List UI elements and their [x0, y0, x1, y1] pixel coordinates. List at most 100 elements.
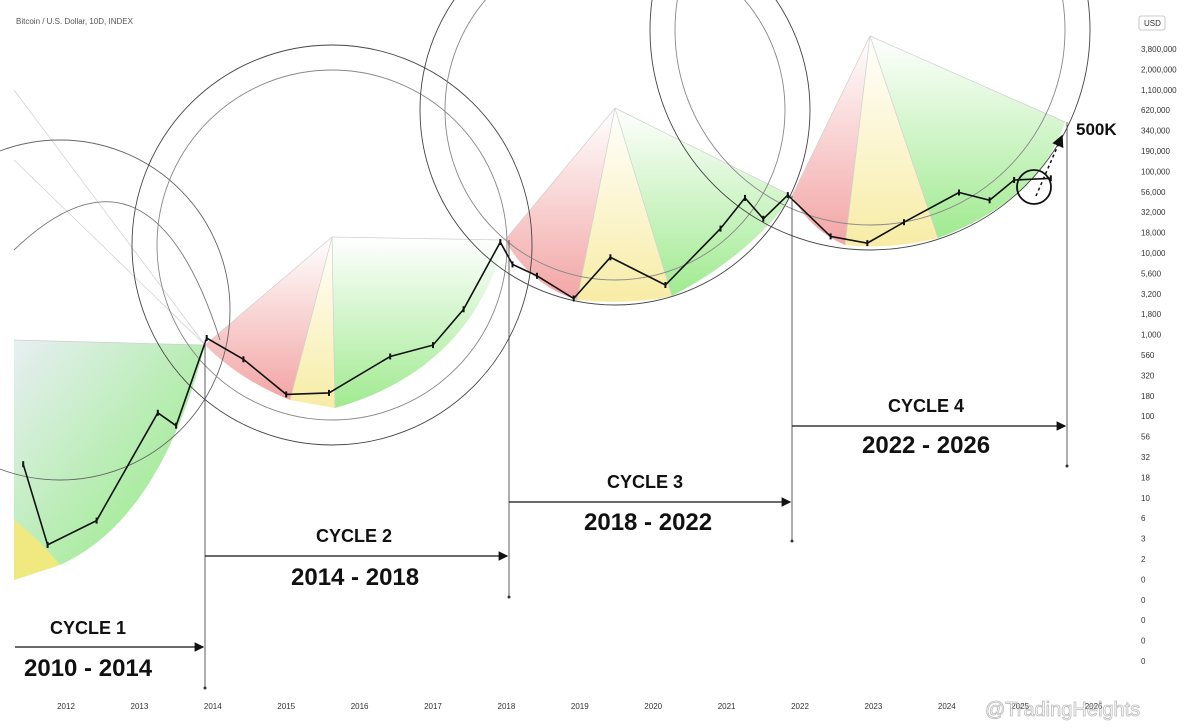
- price-point: [786, 192, 789, 199]
- cycle1-fan-green: [14, 340, 205, 580]
- y-tick-label: 620,000: [1141, 106, 1170, 115]
- price-point: [242, 356, 245, 363]
- y-tick-label: 18: [1141, 473, 1150, 482]
- price-point: [22, 461, 25, 468]
- price-point: [744, 194, 746, 201]
- price-point: [536, 272, 538, 279]
- y-tick-label: 3,200: [1141, 290, 1162, 299]
- cycle-arcs: [0, 0, 1091, 481]
- y-tick-label: 190,000: [1141, 147, 1170, 156]
- cycle1-years: 2010 - 2014: [24, 655, 153, 682]
- cycle1-name: CYCLE 1: [50, 618, 126, 638]
- y-tick-label: 56: [1141, 433, 1150, 442]
- cycle-fans: [13, 35, 1066, 580]
- currency-badge[interactable]: USD: [1138, 15, 1166, 31]
- y-tick-label: 340,000: [1141, 127, 1170, 136]
- price-point: [988, 197, 991, 204]
- x-tick-label: 2012: [57, 702, 75, 711]
- cycle3-fan-green: [615, 108, 792, 296]
- current-price-circle: [1016, 169, 1052, 205]
- price-point: [328, 389, 330, 396]
- price-point: [762, 215, 765, 222]
- y-tick-label: 0: [1141, 616, 1146, 625]
- y-tick-label: 0: [1141, 596, 1146, 605]
- price-point: [156, 409, 159, 416]
- y-tick-label: 10,000: [1141, 249, 1166, 258]
- y-tick-label: 1,000: [1141, 331, 1162, 340]
- watermark: @TradingHeights: [985, 699, 1141, 722]
- chart-title: Bitcoin / U.S. Dollar, 10D, INDEX: [16, 17, 134, 26]
- currency-label: USD: [1144, 19, 1161, 28]
- x-tick-label: 2019: [571, 702, 589, 711]
- x-tick-label: 2014: [204, 702, 222, 711]
- y-tick-label: 32,000: [1141, 208, 1166, 217]
- x-tick-label: 2013: [131, 702, 149, 711]
- watermark-text: @TradingHeights: [985, 699, 1140, 721]
- y-tick-label: 10: [1141, 494, 1150, 503]
- y-tick-label: 6: [1141, 514, 1146, 523]
- price-point: [462, 306, 465, 313]
- price-point: [432, 342, 434, 349]
- price-point: [46, 541, 49, 548]
- y-tick-label: 320: [1141, 371, 1155, 380]
- y-tick-label: 3,800,000: [1141, 45, 1177, 54]
- y-tick-label: 2,000,000: [1141, 65, 1177, 74]
- cycle-boundaries: [204, 122, 1068, 688]
- y-tick-label: 2: [1141, 555, 1146, 564]
- price-point: [511, 261, 514, 268]
- cycle2-fan-green: [332, 237, 505, 408]
- y-tick-label: 1,100,000: [1141, 86, 1177, 95]
- cycle2-years: 2014 - 2018: [291, 564, 419, 591]
- x-tick-label: 2025: [1011, 702, 1029, 711]
- x-tick-label: 2016: [351, 702, 369, 711]
- price-point: [1013, 177, 1016, 183]
- x-tick-label: 2024: [938, 702, 956, 711]
- cycle4-name: CYCLE 4: [888, 396, 964, 416]
- y-tick-label: 180: [1141, 392, 1155, 401]
- y-tick-label: 100,000: [1141, 167, 1170, 176]
- cycle1-fan-yellow: [14, 520, 60, 580]
- x-tick-label: 2023: [865, 702, 883, 711]
- x-tick-label: 2015: [277, 702, 295, 711]
- x-tick-label: 2017: [424, 702, 442, 711]
- price-point: [1049, 175, 1052, 182]
- projection-arrow: [1035, 134, 1064, 197]
- cycle3-name: CYCLE 3: [607, 472, 683, 492]
- price-point: [664, 282, 667, 288]
- price-point: [205, 335, 208, 341]
- x-tick-label: 2018: [498, 702, 516, 711]
- x-tick-label: 2020: [644, 702, 662, 711]
- y-tick-label: 5,600: [1141, 269, 1162, 278]
- cycle4-fan-yellow: [845, 36, 938, 247]
- y-tick-label: 0: [1141, 637, 1146, 646]
- y-tick-label: 0: [1141, 657, 1146, 666]
- x-tick-label: 2022: [791, 702, 809, 711]
- y-tick-label: 100: [1141, 412, 1155, 421]
- cycle2-name: CYCLE 2: [316, 526, 392, 546]
- price-point: [95, 517, 98, 524]
- cycle3-fan-yellow: [577, 108, 672, 302]
- x-axis: 2012 2013 2014 2015 2016 2017 2018 2019 2020 2021…: [57, 702, 1103, 711]
- cycle3-fan-red: [505, 108, 615, 300]
- price-point: [719, 225, 722, 232]
- price-point: [829, 233, 832, 240]
- price-point: [499, 239, 502, 246]
- price-point: [389, 353, 392, 360]
- price-point: [866, 240, 869, 247]
- cycle2-fan-yellow: [290, 237, 335, 408]
- x-tick-label: 2021: [718, 702, 736, 711]
- price-point: [572, 295, 575, 302]
- cycle4-fan-red: [792, 36, 870, 245]
- y-tick-label: 0: [1141, 575, 1146, 584]
- price-point: [958, 189, 960, 196]
- y-tick-label: 3: [1141, 535, 1146, 544]
- price-series: [22, 175, 1052, 548]
- y-tick-label: 1,800: [1141, 310, 1162, 319]
- target-label: 500K: [1076, 120, 1117, 139]
- price-point: [175, 422, 178, 429]
- price-point: [609, 254, 612, 261]
- y-tick-label: 56,000: [1141, 188, 1166, 197]
- x-tick-label: 2026: [1085, 702, 1103, 711]
- cycle3-years: 2018 - 2022: [584, 509, 712, 536]
